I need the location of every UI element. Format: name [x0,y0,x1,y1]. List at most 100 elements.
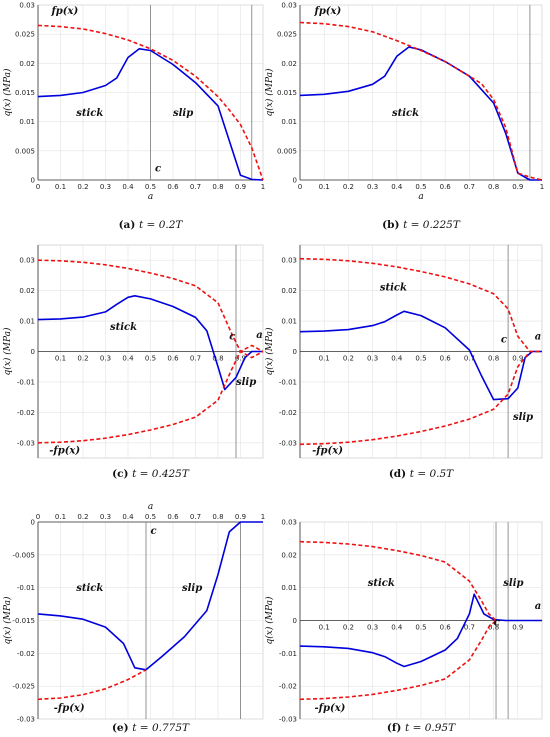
annotation-label: stick [368,578,395,589]
traction-line-0 [37,295,263,391]
y-tick-label: -0.005 [12,551,35,559]
annotation-label: c [151,526,157,537]
y-tick-label: 0.03 [281,2,297,10]
y-tick-label: 0.03 [281,519,297,527]
y-tick-label: 0 [293,617,297,625]
y-tick-label: -0.03 [17,716,35,724]
caption-text: t = 0.95T [405,722,456,734]
y-tick-label: 0.02 [19,287,35,295]
friction-limit-line-2 [299,619,497,701]
annotation-label: stick [76,108,103,119]
x-axis-label: a [148,192,153,202]
annotation-label: a [535,601,541,612]
y-tick-label: 0 [31,348,35,356]
y-tick-label: -0.025 [12,683,35,691]
x-tick-label: 1 [261,183,265,191]
x-tick-label: 0.5 [145,513,156,521]
x-tick-label: 1 [261,513,265,521]
x-tick-label: 0.4 [122,183,134,191]
y-tick-label: -0.02 [17,650,35,658]
x-axis-label: a [418,192,423,202]
x-tick-label: 0.5 [415,624,426,632]
chart-panel-1: 0 0.1 0.2 0.3 0.4 0.5 0.6 0.7 0.8 0.9 1 0 0.005 0.01 0… [264,2,544,232]
y-axis-label: q(x) (MPa) [264,596,275,644]
caption-text: t = 0.775T [132,722,190,734]
x-tick-label: 0 [36,513,40,521]
annotation-label: c [501,334,507,345]
x-tick-label: 0.2 [77,183,88,191]
x-tick-label: 0.3 [367,355,378,363]
x-tick-label: 0.1 [55,183,66,191]
x-tick-label: 0.6 [167,513,179,521]
x-tick-label: 0.5 [145,355,156,363]
panel-caption: (c) t = 0.425T [112,468,190,480]
y-tick-label: 0.005 [15,147,35,155]
annotation-label: stick [392,108,419,119]
chart-panel-3: 0.1 0.2 0.3 0.4 0.5 0.6 0.7 0.8 0.9 -0.03 -0.02 -0.… [264,244,543,480]
caption-text: t = 0.425T [132,468,190,480]
annotation-label: fp(x) [314,6,342,17]
x-tick-label: 0.4 [122,355,134,363]
y-tick-label: 0.025 [15,31,35,39]
x-tick-label: 0.8 [488,183,499,191]
y-tick-label: 0.025 [277,31,297,39]
traction-line-0 [37,48,264,181]
caption-text: t = 0.5T [410,468,454,480]
y-tick-label: 0.02 [281,60,297,68]
x-tick-label: 0.6 [167,183,179,191]
x-tick-label: 0.4 [391,624,403,632]
x-tick-label: 0.8 [488,624,499,632]
y-tick-label: 0 [293,348,297,356]
x-tick-label: 0.6 [167,355,179,363]
y-axis-label: q(x) (MPa) [2,68,13,116]
x-tick-label: 0.8 [212,183,223,191]
y-tick-label: 0.03 [19,2,35,10]
y-axis-label: q(x) (MPa) [264,68,275,116]
y-tick-label: -0.01 [17,584,35,592]
traction-line-0 [299,310,542,401]
annotation-label: slip [236,377,256,388]
y-tick-label: -0.015 [12,617,35,625]
x-axis-label: a [148,502,153,512]
annotation-label: slip [182,583,202,594]
annotation-label: slip [503,578,523,589]
x-tick-label: 0.9 [235,183,246,191]
x-tick-label: 0.6 [440,624,452,632]
caption-letter: (d) [389,468,410,480]
y-tick-label: 0.01 [19,318,35,326]
x-tick-label: 0.1 [319,183,330,191]
friction-limit-line-1 [37,24,264,181]
caption-letter: (c) [112,468,132,480]
friction-limit-line-1 [299,540,497,622]
x-tick-label: 0.3 [367,624,378,632]
x-tick-label: 0.7 [190,513,201,521]
y-tick-label: 0.005 [277,147,297,155]
x-tick-label: 0.6 [440,183,452,191]
x-tick-label: 0.2 [77,355,88,363]
x-tick-label: 0.4 [391,355,403,363]
y-tick-label: -0.03 [279,716,297,724]
annotation-label: stick [110,322,137,333]
x-tick-label: 0.3 [100,513,111,521]
x-tick-label: 0.1 [319,355,330,363]
x-tick-label: 0.7 [464,624,475,632]
caption-letter: (a) [119,219,139,231]
annotation-label: stick [76,583,103,594]
x-tick-label: 0.9 [235,513,246,521]
x-tick-label: 0.4 [391,183,403,191]
x-tick-label: 0.3 [367,183,378,191]
y-axis-label: q(x) (MPa) [2,327,13,375]
caption-letter: (b) [382,219,403,231]
caption-letter: (e) [112,722,132,734]
x-tick-label: 0.5 [145,183,156,191]
caption-letter: (f) [387,722,405,734]
y-tick-label: 0.02 [281,551,297,559]
x-tick-label: 0.5 [415,183,426,191]
caption-text: t = 0.2T [139,219,183,231]
traction-line-0 [299,593,542,668]
annotation-label: c [494,617,500,628]
annotation-label: -fp(x) [315,703,346,714]
friction-limit-line-1 [299,257,542,353]
y-axis-label: q(x) (MPa) [264,327,275,375]
